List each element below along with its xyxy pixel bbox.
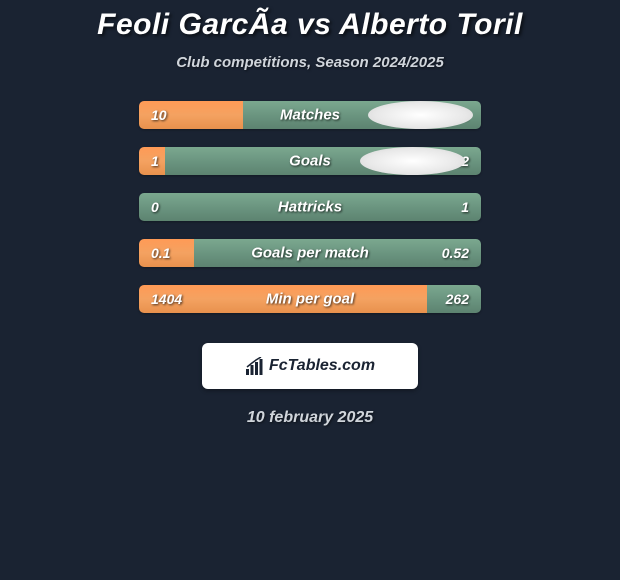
stat-label: Min per goal [266,291,354,308]
source-logo: FcTables.com [202,343,418,389]
left-value: 10 [151,107,167,123]
logo-text: FcTables.com [269,357,375,375]
right-value: 262 [446,291,469,307]
stat-bar: Min per goal 1404 262 [139,285,481,313]
stat-row: Goals112 [139,147,481,175]
stat-bar: Hattricks 0 1 [139,193,481,221]
stat-bar: Goals per match 0.1 0.52 [139,239,481,267]
right-value: 0.52 [442,245,469,261]
left-value: 1404 [151,291,182,307]
left-value: 0 [151,199,159,215]
stat-label: Goals per match [251,245,369,262]
stat-row: Goals per match 0.1 0.52 [139,239,481,267]
left-value: 1 [151,153,159,169]
right-value: 1 [461,199,469,215]
stat-label: Matches [280,107,340,124]
stat-row: Min per goal 1404 262 [139,285,481,313]
chart-icon [245,357,265,375]
left-value: 0.1 [151,245,170,261]
date-label: 10 february 2025 [247,409,373,427]
player-right-oval [360,147,465,175]
stat-row: Matches1023 [139,101,481,129]
player-right-oval [368,101,473,129]
stat-label: Hattricks [278,199,342,216]
logo-content: FcTables.com [245,357,375,375]
stats-area: Matches1023Goals112Hattricks01Goals per … [139,101,481,331]
subtitle: Club competitions, Season 2024/2025 [176,54,444,71]
stat-row: Hattricks 0 1 [139,193,481,221]
comparison-infographic: Feoli GarcÃ­a vs Alberto Toril Club comp… [0,0,620,580]
stat-label: Goals [289,153,331,170]
main-title: Feoli GarcÃ­a vs Alberto Toril [97,8,523,42]
